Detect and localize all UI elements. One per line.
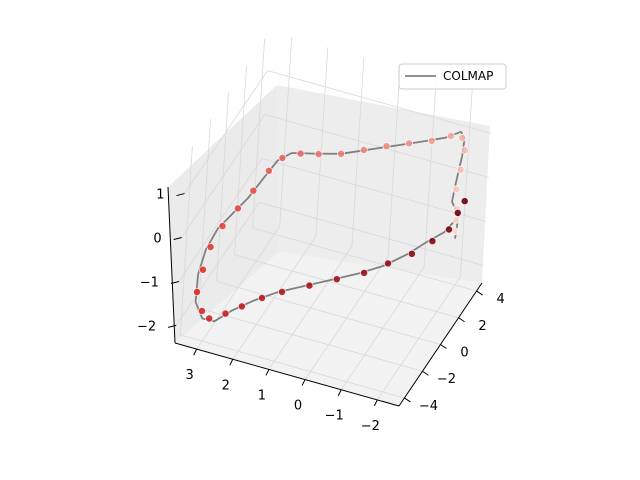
y-tick-mark	[301, 379, 306, 386]
z-tick-label: −1	[140, 275, 159, 290]
z-axis-line	[167, 186, 176, 344]
scatter-point	[205, 314, 214, 323]
scatter-point	[296, 149, 305, 158]
y-tick-mark	[373, 399, 378, 407]
scatter-point	[360, 268, 369, 277]
scatter-point	[264, 166, 273, 175]
axis-panes	[168, 85, 490, 406]
scatter-point	[218, 222, 227, 231]
scatter-point	[337, 149, 346, 158]
z-tick-mark	[170, 280, 180, 284]
scatter-point	[405, 139, 414, 148]
z-tick-label: −2	[137, 319, 156, 334]
z-tick-label: 0	[153, 232, 161, 247]
scatter-point	[197, 306, 206, 315]
x-tick-label: −4	[419, 399, 438, 414]
scatter-point	[456, 165, 465, 174]
scatter-point	[428, 237, 437, 246]
x-tick-mark	[422, 370, 429, 376]
y-tick-mark	[337, 389, 342, 396]
x-tick-mark	[440, 344, 447, 349]
scatter-point	[359, 145, 368, 154]
grid-line-z	[181, 114, 489, 238]
x-tick-label: 0	[460, 346, 468, 361]
scatter-point	[221, 309, 230, 318]
right-back-pane	[277, 85, 490, 283]
z-tick-mark	[176, 193, 185, 197]
left-back-pane	[168, 85, 279, 343]
x-tick-mark	[476, 290, 483, 296]
grid-line-y	[304, 67, 401, 380]
scatter-point	[332, 275, 341, 284]
scatter-point	[460, 197, 469, 206]
y-tick-label: −1	[325, 409, 344, 424]
x-tick-label: 4	[496, 292, 504, 307]
y-tick-mark	[229, 359, 234, 366]
y-tick-label: 2	[222, 378, 230, 393]
x-tick-mark	[458, 317, 465, 323]
data-layer	[192, 130, 469, 323]
scatter-point	[233, 204, 242, 213]
scatter-point	[407, 249, 416, 258]
scatter-point	[452, 185, 461, 194]
legend-label-colmap: COLMAP	[443, 69, 493, 83]
y-axis-line	[174, 342, 400, 407]
grid-line-y	[196, 37, 293, 350]
scatter-point	[383, 259, 392, 268]
scatter-point	[305, 281, 314, 290]
scatter-point	[198, 265, 207, 274]
scatter-point	[192, 287, 201, 296]
scatter-point	[278, 153, 287, 162]
grid-line-x	[252, 38, 477, 292]
scatter-point	[444, 225, 453, 234]
grid-line-z	[175, 201, 484, 326]
z-tick-label: 1	[156, 188, 164, 203]
grid-line-x	[216, 92, 441, 345]
y-tick-label: 0	[294, 399, 302, 414]
scatter-point	[451, 215, 460, 224]
x-tick-label: 2	[478, 319, 486, 334]
grid-line-z	[184, 70, 492, 194]
y-tick-label: 1	[258, 388, 266, 403]
scatter-point	[460, 146, 469, 155]
legend: COLMAP	[398, 63, 507, 90]
scatter-point	[277, 287, 286, 296]
grid-lines	[175, 37, 492, 401]
grid-line-y	[268, 57, 365, 370]
x-tick-label: −2	[437, 372, 456, 387]
y-tick-label: 3	[186, 368, 194, 383]
scatter-point	[237, 302, 246, 311]
y-tick-mark	[265, 369, 270, 376]
grid-line-x	[234, 65, 459, 319]
scatter-point	[382, 142, 391, 151]
x-tick-mark	[404, 397, 411, 403]
scatter-point	[257, 293, 266, 302]
scatter-point	[314, 150, 323, 159]
legend-frame	[398, 63, 507, 90]
floor-pane	[175, 252, 482, 406]
scatter-point	[458, 133, 467, 142]
grid-line-z	[178, 158, 487, 282]
z-tick-mark	[173, 237, 182, 240]
scatter-point	[249, 186, 258, 195]
scatter-point	[427, 136, 436, 145]
grid-line-x	[179, 145, 405, 399]
scatter-point	[206, 242, 215, 251]
grid-line-y	[232, 47, 329, 360]
y-tick-mark	[193, 348, 198, 356]
scatter-point	[453, 208, 462, 217]
y-tick-label: −2	[361, 419, 380, 434]
z-tick-mark	[167, 324, 177, 328]
scatter-point	[446, 131, 455, 140]
